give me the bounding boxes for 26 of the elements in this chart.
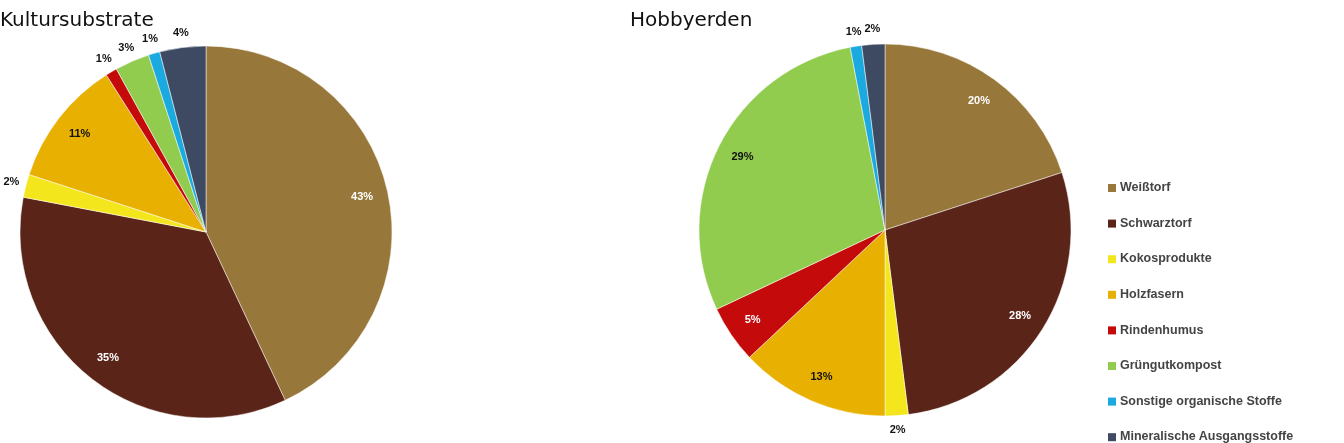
data-label: 20% [968,93,991,106]
data-label: 1% [142,32,159,44]
legend-label: Grüngutkompost [1120,358,1223,373]
data-label: 2% [3,174,20,187]
data-label: 43% [351,190,374,203]
data-label: 11% [68,126,91,139]
legend-label: Schwarztorf [1120,215,1193,230]
data-label: 13% [810,369,833,382]
legend-label: Sonstige organische Stoffe [1120,393,1282,408]
data-label: 35% [96,351,120,364]
data-label: 1% [95,52,112,64]
legend-label: Rindenhumus [1120,322,1204,337]
data-label: 29% [731,150,754,163]
legend-label: Weißtorf [1120,180,1172,195]
chart-title: Kultursubstrate [0,6,154,31]
data-label: 4% [172,25,189,38]
data-label: 2% [889,423,906,436]
data-label: 5% [744,312,761,325]
data-label: 3% [118,40,135,53]
data-label: 28% [1009,308,1032,321]
legend-label: Kokosprodukte [1120,251,1212,266]
legend-label: Holzfasern [1120,287,1184,302]
legend-label: Mineralische Ausgangsstoffe [1120,429,1294,443]
data-label: 2% [864,22,881,35]
data-label: 1% [845,24,862,37]
chart-title: Hobbyerden [630,6,753,31]
